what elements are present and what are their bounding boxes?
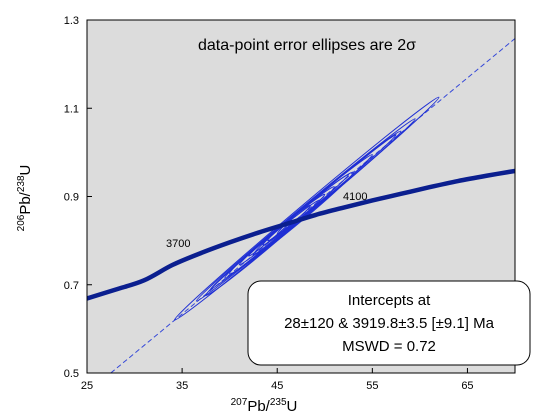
x-tick-label: 65 — [461, 380, 473, 392]
x-tick-label: 55 — [366, 380, 378, 392]
error-ellipses — [173, 96, 440, 321]
y-axis-label: 206Pb/238U — [16, 165, 34, 232]
intercepts-label: Intercepts at — [348, 292, 431, 309]
concordia-curve — [87, 168, 515, 301]
annotation-text: data-point error ellipses are 2σ — [198, 37, 416, 54]
age-label-3700: 3700 — [166, 238, 190, 250]
x-tick-label: 35 — [176, 380, 188, 392]
y-tick-label: 0.7 — [64, 280, 79, 292]
x-axis-label: 207Pb/235U — [231, 397, 298, 415]
x-axis-ticks: 25 35 45 55 65 — [81, 368, 474, 392]
error-ellipse — [229, 171, 354, 275]
age-label-4100: 4100 — [343, 191, 367, 203]
y-tick-label: 0.9 — [64, 192, 79, 204]
mswd-value: MSWD = 0.72 — [342, 338, 436, 355]
y-tick-label: 1.1 — [64, 103, 79, 115]
x-tick-label: 25 — [81, 380, 93, 392]
x-tick-label: 45 — [271, 380, 283, 392]
y-tick-label: 0.5 — [64, 368, 79, 380]
y-axis-ticks: 0.5 0.7 0.9 1.1 1.3 — [64, 15, 92, 380]
y-tick-label: 1.3 — [64, 15, 79, 27]
intercepts-values: 28±120 & 3919.8±3.5 [±9.1] Ma — [284, 315, 494, 332]
intercepts-box: Intercepts at 28±120 & 3919.8±3.5 [±9.1]… — [247, 280, 531, 366]
